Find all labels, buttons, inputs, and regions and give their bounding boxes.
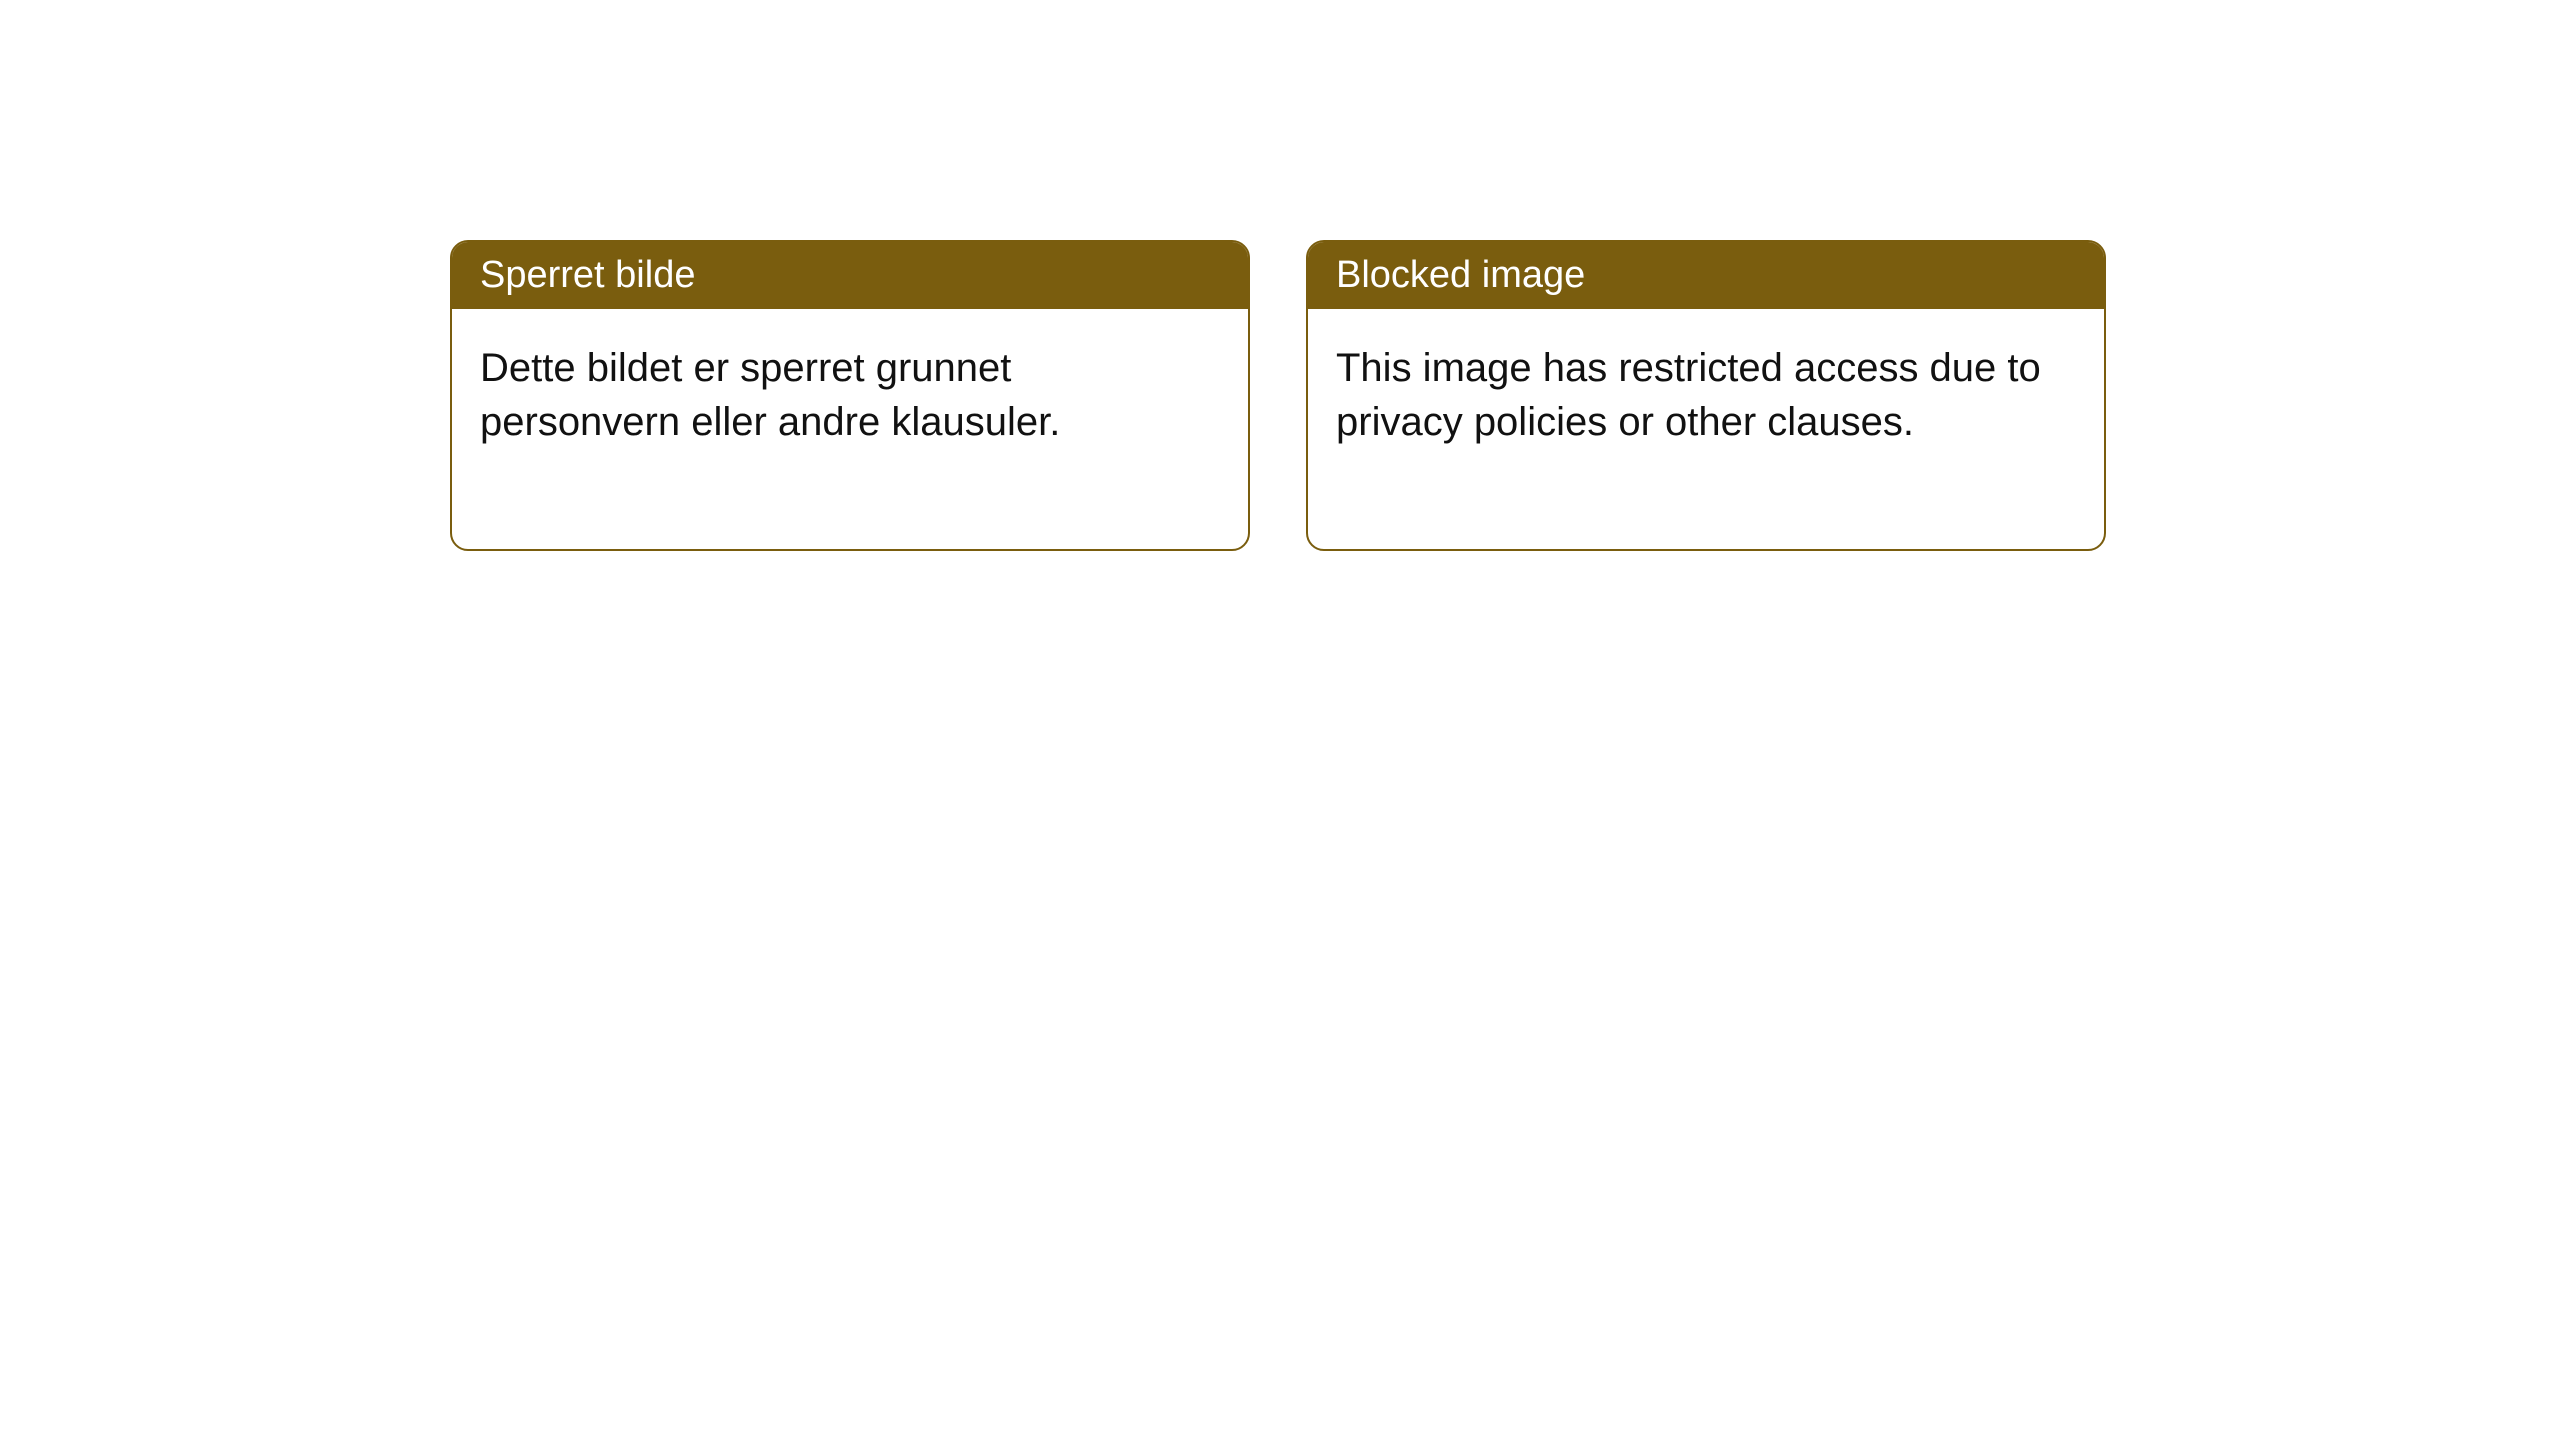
notice-card-title: Sperret bilde [452,242,1248,309]
notice-cards-container: Sperret bilde Dette bildet er sperret gr… [450,240,2106,551]
notice-card-body: Dette bildet er sperret grunnet personve… [452,309,1248,549]
notice-card-body: This image has restricted access due to … [1308,309,2104,549]
notice-card-title: Blocked image [1308,242,2104,309]
notice-card-english: Blocked image This image has restricted … [1306,240,2106,551]
notice-card-norwegian: Sperret bilde Dette bildet er sperret gr… [450,240,1250,551]
